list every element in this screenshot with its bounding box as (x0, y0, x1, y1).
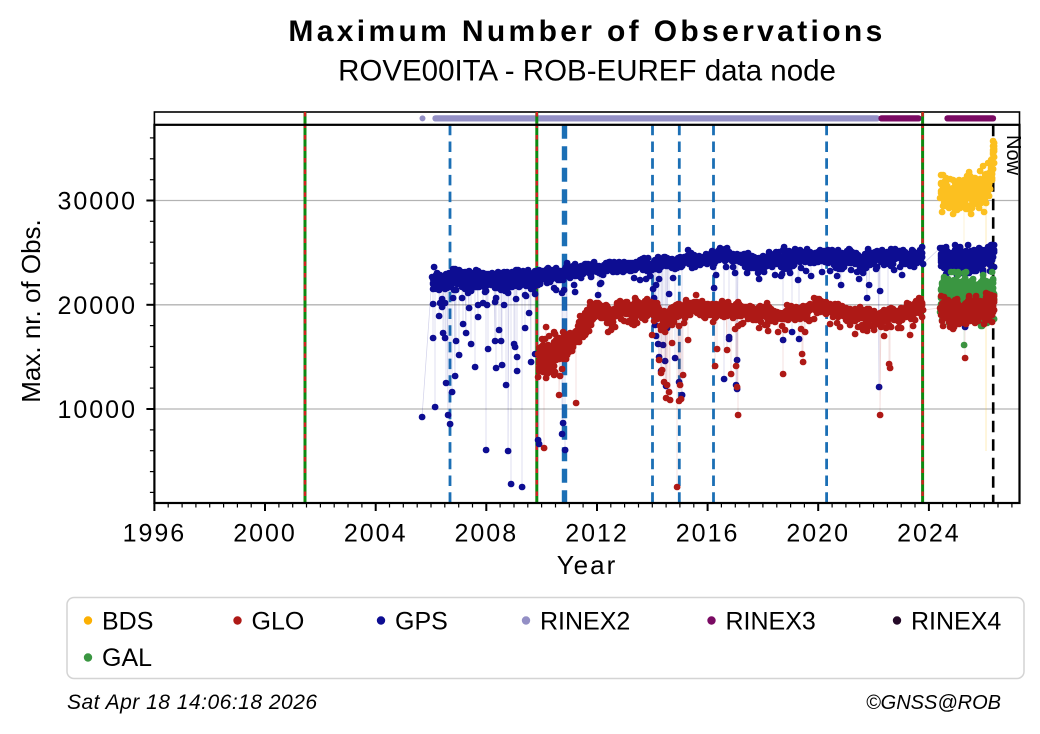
svg-text:RINEX4: RINEX4 (911, 608, 1001, 636)
svg-text:GLO: GLO (252, 608, 305, 636)
svg-text:2000: 2000 (233, 520, 297, 548)
svg-text:RINEX3: RINEX3 (726, 608, 816, 636)
svg-text:BDS: BDS (102, 608, 153, 636)
svg-text:Year: Year (557, 550, 618, 580)
svg-text:2020: 2020 (786, 520, 850, 548)
svg-text:1996: 1996 (123, 520, 187, 548)
svg-text:2004: 2004 (344, 520, 408, 548)
svg-text:GAL: GAL (102, 644, 152, 672)
svg-text:Now: Now (1002, 135, 1024, 176)
svg-text:2024: 2024 (897, 520, 961, 548)
svg-text:GPS: GPS (395, 608, 448, 636)
svg-text:2008: 2008 (454, 520, 518, 548)
svg-text:RINEX2: RINEX2 (540, 608, 630, 636)
svg-text:10000: 10000 (57, 396, 137, 424)
svg-text:20000: 20000 (57, 292, 137, 320)
svg-text:30000: 30000 (57, 188, 137, 216)
svg-text:©GNSS@ROB: ©GNSS@ROB (866, 692, 1001, 714)
svg-text:ROVE00ITA - ROB-EUREF data nod: ROVE00ITA - ROB-EUREF data node (338, 55, 836, 88)
svg-text:2016: 2016 (676, 520, 740, 548)
svg-text:Maximum Number of Observations: Maximum Number of Observations (288, 15, 885, 48)
svg-text:2012: 2012 (565, 520, 629, 548)
svg-text:Max. nr. of Obs.: Max. nr. of Obs. (16, 219, 46, 403)
svg-text:Sat Apr 18 14:06:18 2026: Sat Apr 18 14:06:18 2026 (67, 691, 318, 714)
